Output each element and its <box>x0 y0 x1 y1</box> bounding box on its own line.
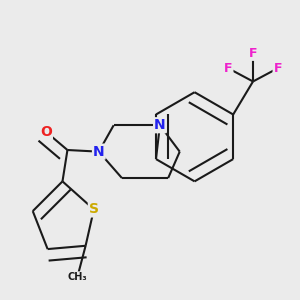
Text: S: S <box>89 202 99 216</box>
Text: N: N <box>154 118 166 132</box>
Text: CH₃: CH₃ <box>68 272 87 282</box>
Text: F: F <box>224 62 232 75</box>
Text: N: N <box>93 145 105 159</box>
Text: F: F <box>274 62 282 75</box>
Text: O: O <box>40 125 52 139</box>
Text: F: F <box>249 47 257 60</box>
